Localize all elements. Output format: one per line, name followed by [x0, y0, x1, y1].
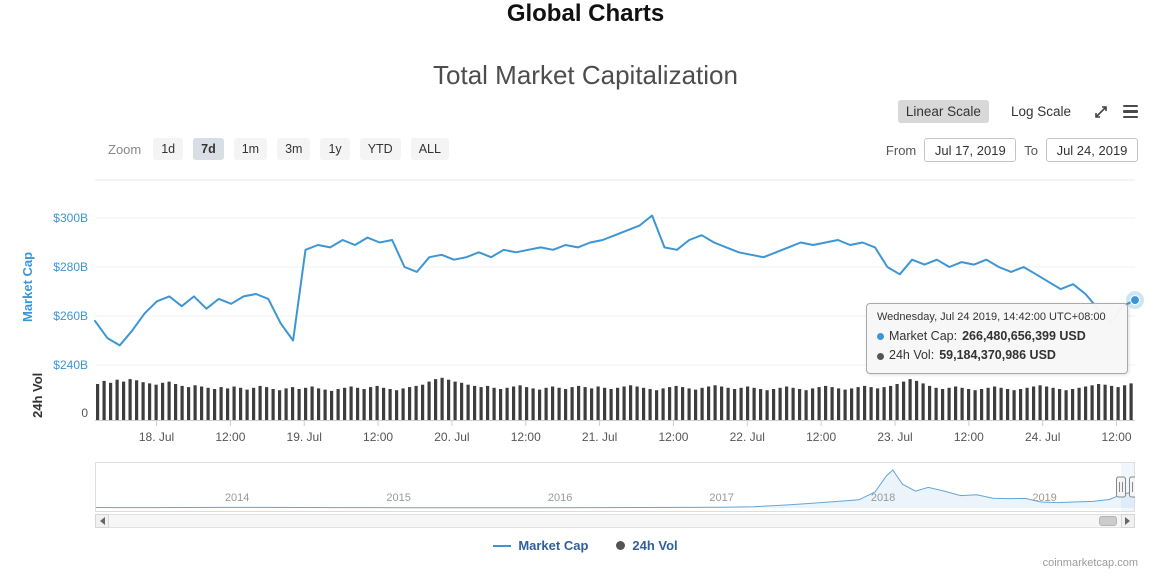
page-title: Global Charts: [506, 0, 665, 27]
x-axis-tick-label: 20. Jul: [434, 430, 470, 444]
tooltip-vol-value: 59,184,370,986 USD: [939, 348, 1056, 363]
market-cap-dot-icon: [877, 333, 884, 341]
scale-controls: Linear Scale Log Scale: [897, 100, 1138, 123]
x-axis-tick-label: 23. Jul: [877, 430, 913, 444]
from-date-input[interactable]: [924, 138, 1017, 162]
chart-legend: Market Cap 24h Vol: [0, 538, 1171, 553]
x-axis-tick-label: 12:00: [1101, 430, 1132, 444]
date-range-controls: From To: [886, 138, 1138, 162]
tooltip-vol-label: 24h Vol:: [889, 348, 935, 363]
x-axis-tick-label: 12:00: [806, 430, 837, 444]
x-axis-tick-label: 12:00: [658, 430, 689, 444]
tooltip-market-cap-label: Market Cap:: [889, 329, 958, 343]
x-axis-tick-label: 19. Jul: [286, 430, 322, 444]
left-arrow-icon: [96, 517, 105, 525]
x-axis-tick-label: 21. Jul: [581, 430, 618, 444]
zoom-button-ytd[interactable]: YTD: [359, 138, 401, 160]
chart-title: Total Market Capitalization: [433, 60, 738, 90]
legend-vol-label: 24h Vol: [632, 538, 678, 553]
y-axis-tick-label: $240B: [53, 358, 88, 372]
vol-dot-icon: [877, 352, 884, 360]
zoom-button-1m[interactable]: 1m: [233, 138, 268, 160]
to-label: To: [1024, 142, 1038, 158]
vol-circle-icon: [616, 541, 626, 550]
to-date-input[interactable]: [1046, 138, 1138, 162]
scrollbar-right-button[interactable]: [1121, 514, 1135, 528]
navigator-handle[interactable]: [1129, 476, 1136, 498]
from-label: From: [885, 142, 917, 158]
y-axis-tick-label: $300B: [53, 211, 88, 225]
fullscreen-icon[interactable]: [1093, 104, 1109, 120]
tooltip-market-cap-row: Market Cap: 266,480,656,399 USD: [877, 327, 1117, 346]
navigator-selected-range[interactable]: [1121, 463, 1134, 511]
watermark: coinmarketcap.com: [1042, 557, 1138, 569]
zoom-label: Zoom: [108, 141, 142, 157]
x-axis-tick-label: 12:00: [510, 430, 541, 444]
x-axis-tick-label: 12:00: [953, 430, 984, 444]
legend-market-cap[interactable]: Market Cap: [493, 538, 588, 553]
navigator-handle[interactable]: [1116, 476, 1126, 498]
tooltip-timestamp: Wednesday, Jul 24 2019, 14:42:00 UTC+08:…: [877, 311, 1106, 323]
zoom-button-all[interactable]: ALL: [410, 138, 449, 160]
x-axis-tick-label: 12:00: [363, 430, 394, 444]
market-cap-axis-label: Market Cap: [20, 251, 35, 323]
y-axis-tick-label: $260B: [53, 309, 88, 323]
vol-axis-label: 24h Vol: [30, 372, 45, 418]
chart-scrollbar[interactable]: [95, 514, 1135, 528]
zoom-button-1d[interactable]: 1d: [153, 138, 184, 160]
menu-icon[interactable]: [1123, 104, 1138, 119]
navigator-year-label: 2014: [224, 492, 250, 504]
zoom-button-1y[interactable]: 1y: [320, 138, 350, 160]
zoom-button-7d[interactable]: 7d: [193, 138, 224, 160]
scrollbar-thumb[interactable]: [1099, 516, 1117, 526]
zoom-controls: Zoom 1d 7d 1m 3m 1y YTD ALL: [108, 138, 449, 160]
last-point-marker: [1130, 295, 1140, 306]
legend-market-cap-label: Market Cap: [518, 538, 589, 553]
y-axis-tick-label: $280B: [53, 260, 88, 274]
tooltip-vol-row: 24h Vol: 59,184,370,986 USD: [877, 346, 1117, 365]
vol-zero-tick: 0: [81, 406, 88, 420]
tooltip-market-cap-value: 266,480,656,399 USD: [962, 329, 1086, 343]
navigator-year-label: 2018: [870, 492, 896, 504]
market-cap-line-icon: [493, 544, 512, 547]
x-axis-tick-label: 22. Jul: [729, 430, 765, 444]
scrollbar-track[interactable]: [109, 514, 1121, 528]
navigator-year-label: 2015: [386, 492, 411, 504]
x-axis-tick-label: 24. Jul: [1025, 430, 1061, 444]
log-scale-button[interactable]: Log Scale: [1010, 104, 1071, 119]
x-axis-tick-label: 12:00: [215, 430, 246, 444]
navigator-year-label: 2017: [709, 492, 734, 504]
legend-24h-vol[interactable]: 24h Vol: [616, 538, 678, 553]
navigator-area: [95, 470, 1135, 508]
main-chart[interactable]: [94, 178, 1144, 430]
chart-tooltip: Wednesday, Jul 24 2019, 14:42:00 UTC+08:…: [866, 303, 1128, 374]
navigator-year-label: 2019: [1032, 492, 1057, 504]
navigator-year-label: 2016: [547, 492, 573, 504]
right-arrow-icon: [1125, 517, 1134, 525]
zoom-button-3m[interactable]: 3m: [277, 138, 311, 160]
volume-bars: [96, 377, 1133, 420]
navigator-chart[interactable]: [95, 462, 1135, 512]
scrollbar-left-button[interactable]: [95, 514, 109, 528]
linear-scale-button[interactable]: Linear Scale: [897, 100, 989, 123]
market-cap-line: [94, 214, 1136, 347]
x-axis-tick-label: 18. Jul: [138, 430, 175, 444]
